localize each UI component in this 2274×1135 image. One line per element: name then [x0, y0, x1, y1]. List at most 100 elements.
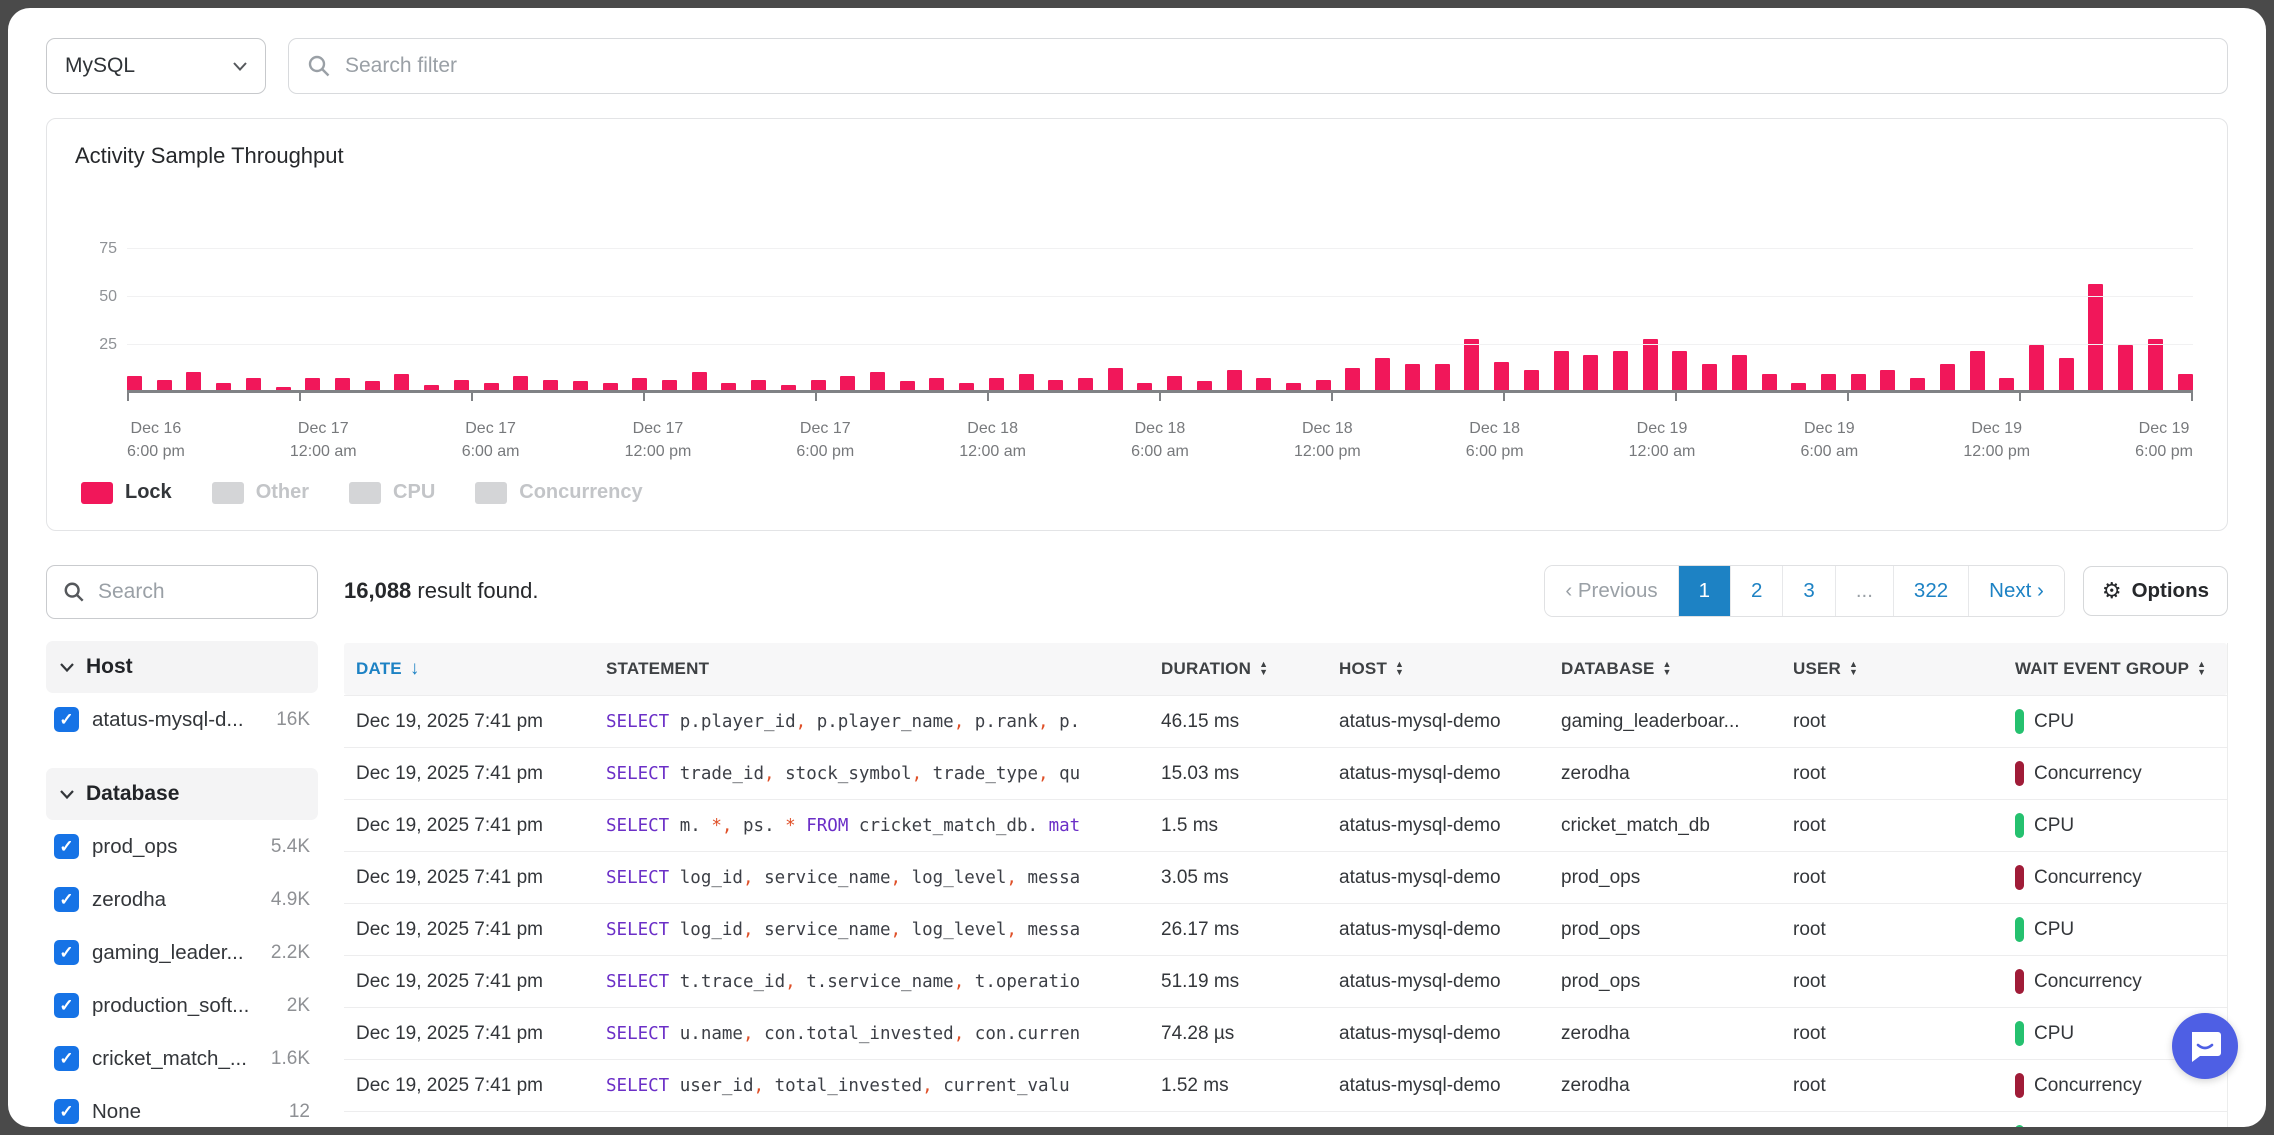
lock-activity-bar[interactable]: [1553, 350, 1569, 393]
lock-activity-bar[interactable]: [394, 373, 410, 393]
column-header-database[interactable]: DATABASE ▲ ▼: [1549, 644, 1781, 694]
lock-activity-bar[interactable]: [1791, 383, 1807, 393]
checkbox-checked[interactable]: ✓: [54, 1099, 79, 1124]
lock-activity-bar[interactable]: [1672, 350, 1688, 393]
lock-activity-bar[interactable]: [2177, 373, 2193, 393]
column-header-user[interactable]: USER ▲ ▼: [1781, 644, 2003, 694]
lock-activity-bar[interactable]: [840, 375, 856, 393]
lock-activity-bar[interactable]: [1761, 373, 1777, 393]
lock-activity-bar[interactable]: [1612, 350, 1628, 393]
lock-activity-bar[interactable]: [632, 377, 648, 393]
lock-activity-bar[interactable]: [780, 385, 796, 393]
lock-activity-bar[interactable]: [483, 383, 499, 393]
lock-activity-bar[interactable]: [2029, 345, 2044, 393]
lock-activity-bar[interactable]: [305, 377, 321, 393]
lock-activity-bar[interactable]: [1315, 379, 1331, 393]
lock-activity-bar[interactable]: [1434, 364, 1450, 393]
lock-activity-bar[interactable]: [2058, 358, 2074, 393]
lock-activity-bar[interactable]: [661, 379, 677, 393]
lock-activity-bar[interactable]: [810, 379, 826, 393]
lock-activity-bar[interactable]: [869, 371, 885, 393]
filter-group-header-database[interactable]: Database: [46, 768, 318, 820]
lock-activity-bar[interactable]: [1375, 358, 1391, 393]
lock-activity-bar[interactable]: [1583, 354, 1599, 393]
lock-activity-bar[interactable]: [1286, 383, 1302, 393]
page-button-322[interactable]: 322: [1893, 566, 1970, 616]
table-row[interactable]: Dec 19, 2025 7:41 pm SELECT log_id, servi…: [344, 852, 2227, 904]
column-header-duration[interactable]: DURATION ▲ ▼: [1149, 644, 1327, 694]
lock-activity-bar[interactable]: [572, 381, 588, 393]
page-button-1[interactable]: 1: [1678, 566, 1732, 616]
lock-activity-bar[interactable]: [1464, 339, 1480, 393]
options-button[interactable]: ⚙ Options: [2082, 566, 2228, 616]
lock-activity-bar[interactable]: [1910, 377, 1926, 393]
checkbox-checked[interactable]: ✓: [54, 707, 79, 732]
lock-activity-bar[interactable]: [453, 379, 469, 393]
lock-activity-bar[interactable]: [1345, 368, 1361, 393]
checkbox-checked[interactable]: ✓: [54, 993, 79, 1018]
table-row[interactable]: Dec 19, 2025 7:41 pm SELECT trade_id, sto…: [344, 748, 2227, 800]
search-filter-input[interactable]: Search filter: [288, 38, 2228, 94]
legend-item-cpu[interactable]: CPU: [349, 481, 435, 504]
lock-activity-bar[interactable]: [1939, 364, 1955, 393]
lock-activity-bar[interactable]: [364, 381, 380, 393]
lock-activity-bar[interactable]: [1820, 373, 1836, 393]
column-header-statement[interactable]: STATEMENT: [594, 644, 1149, 694]
lock-activity-bar[interactable]: [127, 375, 142, 393]
table-row[interactable]: Dec 19, 2025 7:41 pm SELECT u.name, con.t…: [344, 1008, 2227, 1060]
next-page-button[interactable]: Next ›: [1969, 566, 2064, 616]
lock-activity-bar[interactable]: [899, 381, 915, 393]
lock-activity-bar[interactable]: [1642, 339, 1658, 393]
lock-activity-bar[interactable]: [1018, 373, 1034, 393]
lock-activity-bar[interactable]: [1999, 377, 2015, 393]
lock-activity-bar[interactable]: [1226, 369, 1242, 393]
lock-activity-bar[interactable]: [424, 385, 440, 393]
page-button-2[interactable]: 2: [1731, 566, 1784, 616]
table-row[interactable]: Dec 19, 2025 7:41 pm SELECT user_id, tota…: [344, 1060, 2227, 1112]
lock-activity-bar[interactable]: [1048, 379, 1064, 393]
lock-activity-bar[interactable]: [959, 383, 975, 393]
previous-page-button[interactable]: ‹ Previous: [1545, 566, 1679, 616]
lock-activity-bar[interactable]: [1880, 369, 1896, 393]
checkbox-checked[interactable]: ✓: [54, 887, 79, 912]
legend-item-concurrency[interactable]: Concurrency: [475, 481, 643, 504]
lock-activity-bar[interactable]: [1494, 362, 1510, 393]
lock-activity-bar[interactable]: [335, 377, 351, 393]
lock-activity-bar[interactable]: [1850, 373, 1866, 393]
checkbox-checked[interactable]: ✓: [54, 1046, 79, 1071]
column-header-host[interactable]: HOST ▲ ▼: [1327, 644, 1549, 694]
table-row[interactable]: Dec 19, 2025 7:41 pm SELECT log_id, servi…: [344, 904, 2227, 956]
lock-activity-bar[interactable]: [929, 377, 945, 393]
database-type-select[interactable]: MySQL: [46, 38, 266, 94]
lock-activity-bar[interactable]: [1107, 368, 1123, 393]
column-header-date[interactable]: DATE ↓: [344, 643, 594, 695]
lock-activity-bar[interactable]: [1078, 377, 1093, 393]
lock-activity-bar[interactable]: [1702, 364, 1718, 393]
lock-activity-bar[interactable]: [216, 383, 232, 393]
sidebar-search-input[interactable]: Search: [46, 565, 318, 619]
chat-launcher-button[interactable]: [2172, 1013, 2238, 1079]
lock-activity-bar[interactable]: [1731, 354, 1747, 393]
legend-item-other[interactable]: Other: [211, 481, 309, 504]
lock-activity-bar[interactable]: [691, 371, 707, 393]
column-header-wait-event-group[interactable]: WAIT EVENT GROUP ▲ ▼: [2003, 644, 2227, 694]
lock-activity-bar[interactable]: [1167, 375, 1183, 393]
lock-activity-bar[interactable]: [1523, 369, 1539, 393]
lock-activity-bar[interactable]: [602, 383, 618, 393]
lock-activity-bar[interactable]: [1969, 350, 1985, 393]
checkbox-checked[interactable]: ✓: [54, 940, 79, 965]
page-button-3[interactable]: 3: [1783, 566, 1836, 616]
lock-activity-bar[interactable]: [751, 379, 767, 393]
lock-activity-bar[interactable]: [988, 377, 1004, 393]
lock-activity-bar[interactable]: [1256, 377, 1272, 393]
lock-activity-bar[interactable]: [1404, 364, 1420, 393]
table-row[interactable]: Dec 19, 2025 7:41 pm SELECT t.trace_id, t…: [344, 956, 2227, 1008]
lock-activity-bar[interactable]: [2147, 339, 2163, 393]
filter-group-header-host[interactable]: Host: [46, 641, 318, 693]
lock-activity-bar[interactable]: [186, 371, 202, 393]
page-button-...[interactable]: ...: [1835, 566, 1894, 616]
lock-activity-bar[interactable]: [513, 375, 529, 393]
lock-activity-bar[interactable]: [721, 383, 737, 393]
checkbox-checked[interactable]: ✓: [54, 834, 79, 859]
